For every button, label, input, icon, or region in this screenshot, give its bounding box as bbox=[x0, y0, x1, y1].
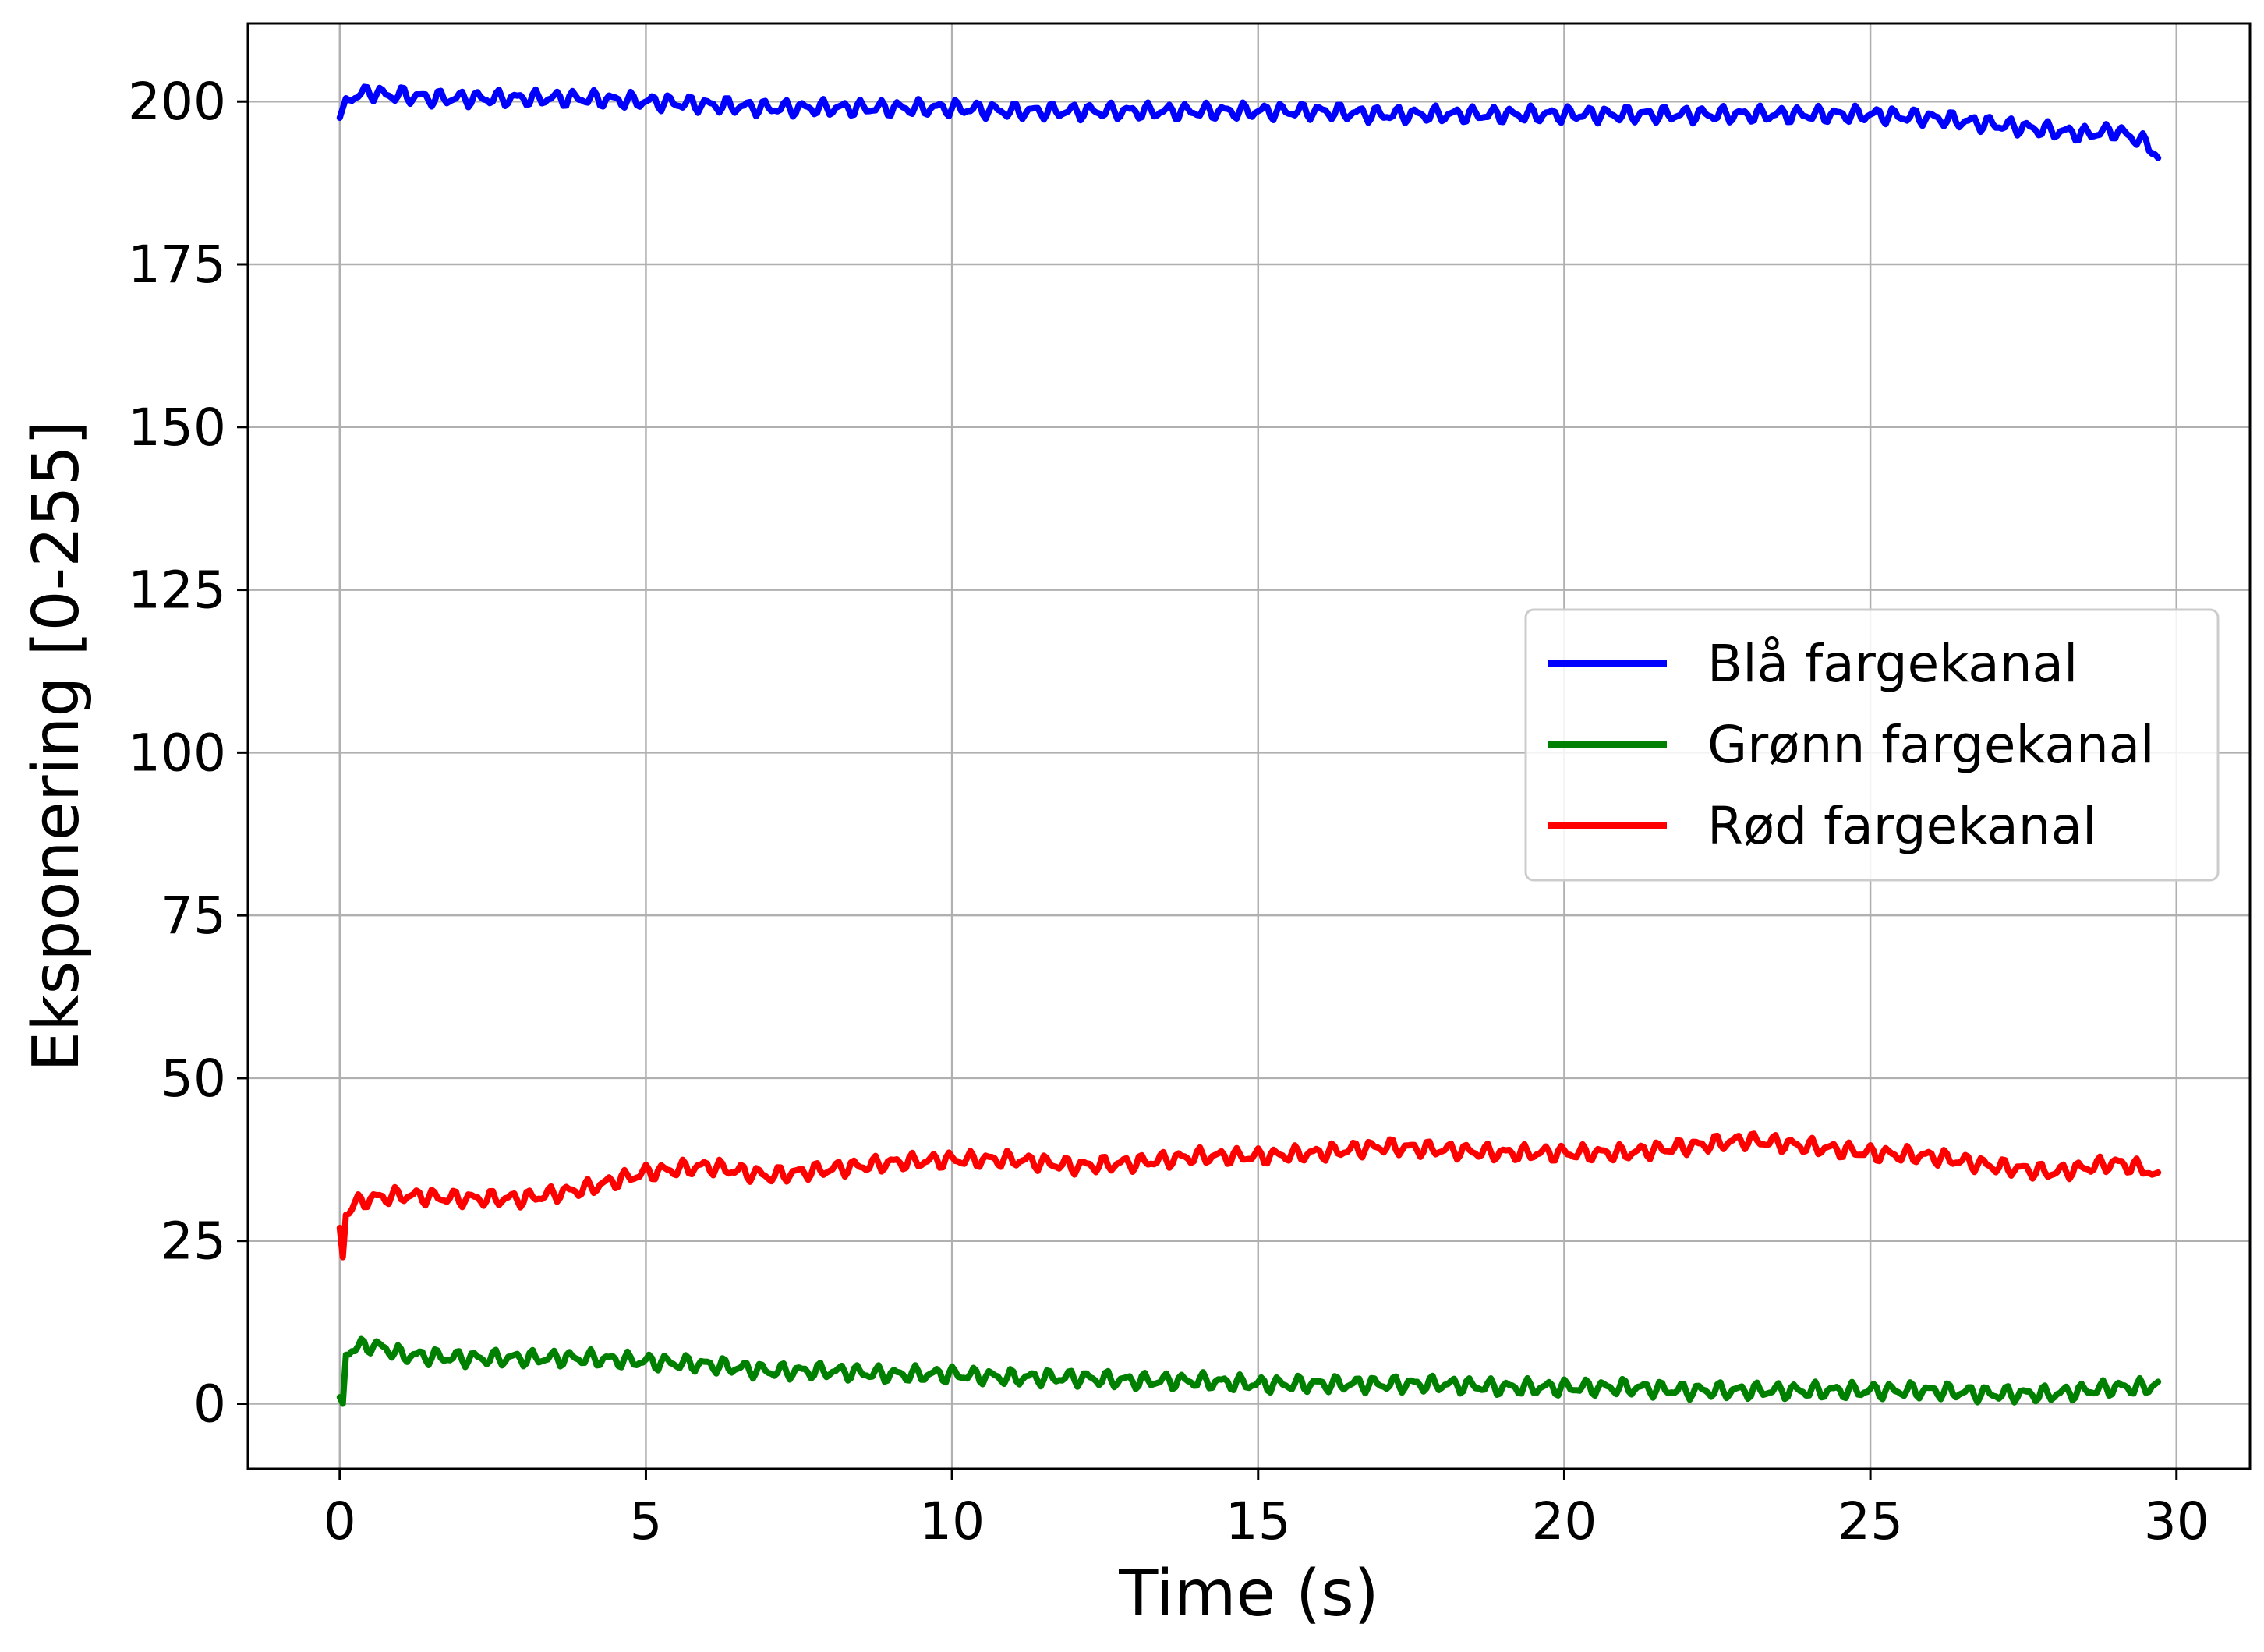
y-tick-label: 200 bbox=[128, 72, 226, 132]
legend-box bbox=[1524, 608, 2220, 882]
legend-label: Rød fargekanal bbox=[1707, 796, 2096, 856]
y-tick-label: 100 bbox=[128, 723, 226, 783]
axis-ticks: 0 5 10 15 20 25 30 0 25 50 75 100 125 150 175 200 bbox=[128, 72, 2209, 1551]
series-line-2 bbox=[336, 1335, 2162, 1407]
x-tick-label: 5 bbox=[629, 1491, 662, 1551]
x-tick-label: 25 bbox=[1838, 1491, 1903, 1551]
y-tick-label: 25 bbox=[161, 1212, 226, 1272]
y-axis-label: Eksponering [0-255] bbox=[19, 420, 94, 1072]
y-tick-label: 175 bbox=[128, 235, 226, 295]
plot-area-frame bbox=[246, 22, 2252, 1470]
x-axis-label: Time (s) bbox=[1118, 1557, 1378, 1631]
x-tick-label: 0 bbox=[324, 1491, 356, 1551]
grid-lines bbox=[248, 23, 2250, 1469]
series-line-3 bbox=[336, 1130, 2162, 1261]
series-lines bbox=[336, 83, 2162, 1407]
legend: Blå fargekanal Grønn fargekanal Rød fargek… bbox=[1524, 608, 2220, 882]
y-tick-label: 150 bbox=[128, 398, 226, 458]
x-tick-label: 20 bbox=[1531, 1491, 1597, 1551]
legend-label: Grønn fargekanal bbox=[1707, 715, 2155, 775]
y-tick-label: 50 bbox=[161, 1049, 226, 1109]
x-tick-label: 15 bbox=[1226, 1491, 1291, 1551]
legend-label: Blå fargekanal bbox=[1707, 634, 2078, 694]
y-tick-label: 75 bbox=[161, 886, 226, 946]
x-tick-label: 30 bbox=[2144, 1491, 2209, 1551]
series-line-1 bbox=[336, 83, 2162, 161]
y-tick-label: 0 bbox=[193, 1374, 226, 1434]
x-tick-label: 10 bbox=[919, 1491, 985, 1551]
y-tick-label: 125 bbox=[128, 561, 226, 621]
